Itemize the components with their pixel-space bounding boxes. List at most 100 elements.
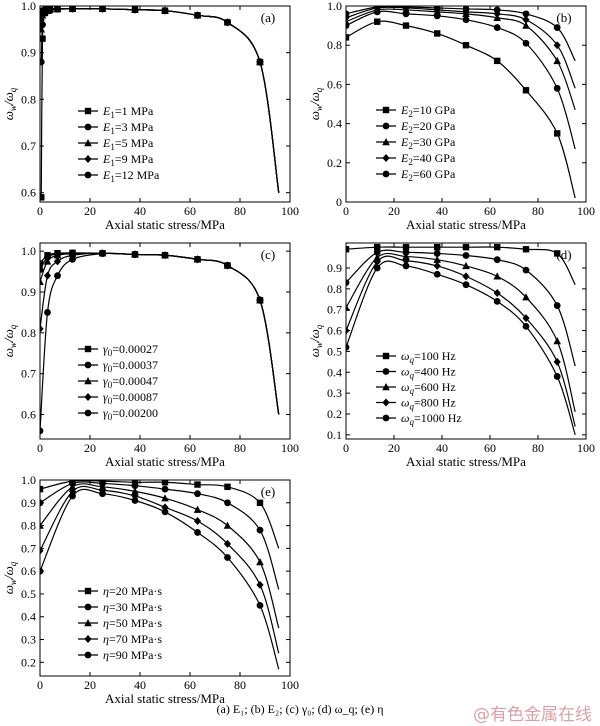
y-tick-label: 1.0	[21, 473, 36, 487]
legend-entry: ωq=600 Hz	[401, 380, 456, 396]
legend-marker	[382, 368, 390, 375]
legend-entry: η=70 MPa·s	[103, 632, 162, 646]
legend-marker	[84, 107, 92, 115]
data-point	[40, 324, 44, 333]
data-point	[522, 39, 530, 47]
data-point	[43, 271, 52, 280]
series-line	[40, 252, 280, 415]
data-point	[553, 302, 561, 309]
data-point	[462, 6, 470, 13]
data-point	[99, 6, 106, 13]
data-point	[402, 252, 410, 260]
x-tick-label: 100	[577, 204, 595, 218]
data-point	[40, 16, 45, 24]
data-point	[553, 56, 561, 65]
y-tick-label: 0.9	[327, 261, 342, 275]
y-tick-label: 0.4	[21, 610, 36, 624]
legend-marker	[382, 170, 390, 178]
legend-marker	[84, 139, 92, 147]
data-point	[161, 480, 169, 486]
data-point	[553, 357, 561, 366]
legend-entry: ωq=1000 Hz	[401, 411, 462, 427]
y-tick-label: 0.8	[327, 282, 342, 296]
y-tick-label: 0.8	[327, 38, 342, 52]
plot-frame	[39, 242, 291, 440]
series-5	[346, 260, 576, 436]
data-point	[53, 251, 62, 259]
data-point	[374, 243, 381, 251]
y-axis-label: ωw/ωq	[1, 87, 18, 120]
data-point	[522, 323, 530, 330]
data-point	[462, 261, 470, 270]
y-tick-label: 0.5	[21, 587, 36, 601]
panel-label: (a)	[261, 10, 275, 25]
legend-entry: ωq=800 Hz	[401, 396, 456, 412]
y-tick-label: 0.4	[327, 117, 342, 131]
data-point	[256, 58, 264, 66]
legend-marker	[84, 361, 92, 369]
legend-marker	[84, 155, 92, 163]
series-3	[346, 252, 576, 413]
data-point	[256, 499, 264, 506]
x-axis-label: Axial static stress/MPa	[105, 217, 225, 232]
x-tick-label: 0	[343, 204, 349, 218]
legend-marker	[84, 123, 92, 131]
data-point	[346, 279, 350, 287]
series-2	[346, 8, 576, 150]
data-point	[433, 6, 441, 12]
series-line	[40, 252, 280, 415]
y-axis-label: ωw/ωq	[307, 324, 324, 357]
data-point	[346, 303, 350, 311]
legend: γ0=0.00027γ0=0.00037γ0=0.00047γ0=0.00087…	[78, 342, 158, 422]
data-point	[433, 255, 441, 263]
legend-entry: E2=30 GPa	[400, 135, 456, 151]
data-point	[99, 490, 106, 498]
legend-entry: E1=3 MPa	[102, 120, 154, 136]
chart-panel-4: 0 20 40 60 80 100 0.1 0.2 0.3 0.4 0.5 0.6 0.7 0.8 0.9 A…	[307, 242, 595, 469]
x-axis-label: Axial static stress/MPa	[406, 454, 526, 469]
data-point	[346, 10, 350, 18]
series-1	[346, 18, 576, 199]
data-point	[44, 309, 51, 316]
data-point	[223, 521, 232, 529]
series-line	[40, 252, 280, 415]
series-2	[40, 480, 280, 590]
y-axis-label: ωw/ωq	[307, 87, 324, 120]
y-tick-label: 0.7	[327, 303, 342, 317]
y-tick-label: 0.7	[21, 367, 36, 381]
series-line	[40, 252, 280, 415]
legend-marker	[382, 414, 390, 422]
x-tick-label: 60	[184, 441, 196, 455]
data-point	[522, 15, 530, 24]
series-line	[346, 252, 576, 413]
x-tick-label: 80	[532, 441, 544, 455]
y-tick-label: 0.2	[327, 407, 342, 421]
series-3	[40, 482, 280, 629]
data-point	[434, 30, 441, 37]
data-point	[554, 130, 561, 137]
plot-frame	[345, 242, 587, 440]
data-point	[402, 22, 410, 29]
series-5	[40, 488, 280, 670]
legend-entry: η=30 MPa·s	[103, 600, 162, 614]
legend-entry: γ0=0.00037	[103, 358, 158, 374]
x-tick-label: 40	[134, 678, 146, 692]
data-point	[40, 521, 44, 529]
y-tick-label: 0.6	[327, 324, 342, 338]
y-tick-label: 0.2	[21, 655, 36, 669]
watermark: @有色金属在线	[473, 705, 592, 725]
data-point	[161, 508, 169, 516]
plot-frame	[345, 5, 587, 203]
data-point	[374, 18, 381, 25]
data-point	[373, 264, 381, 272]
data-point	[224, 483, 231, 491]
legend-marker	[84, 171, 92, 179]
series-5	[40, 250, 280, 435]
legend-entry: E2=10 GPa	[400, 103, 456, 119]
data-point	[131, 6, 139, 14]
legend-entry: E2=20 GPa	[400, 119, 456, 135]
data-point	[223, 539, 232, 548]
legend-entry: ωq=100 Hz	[401, 349, 456, 365]
data-point	[40, 277, 44, 285]
